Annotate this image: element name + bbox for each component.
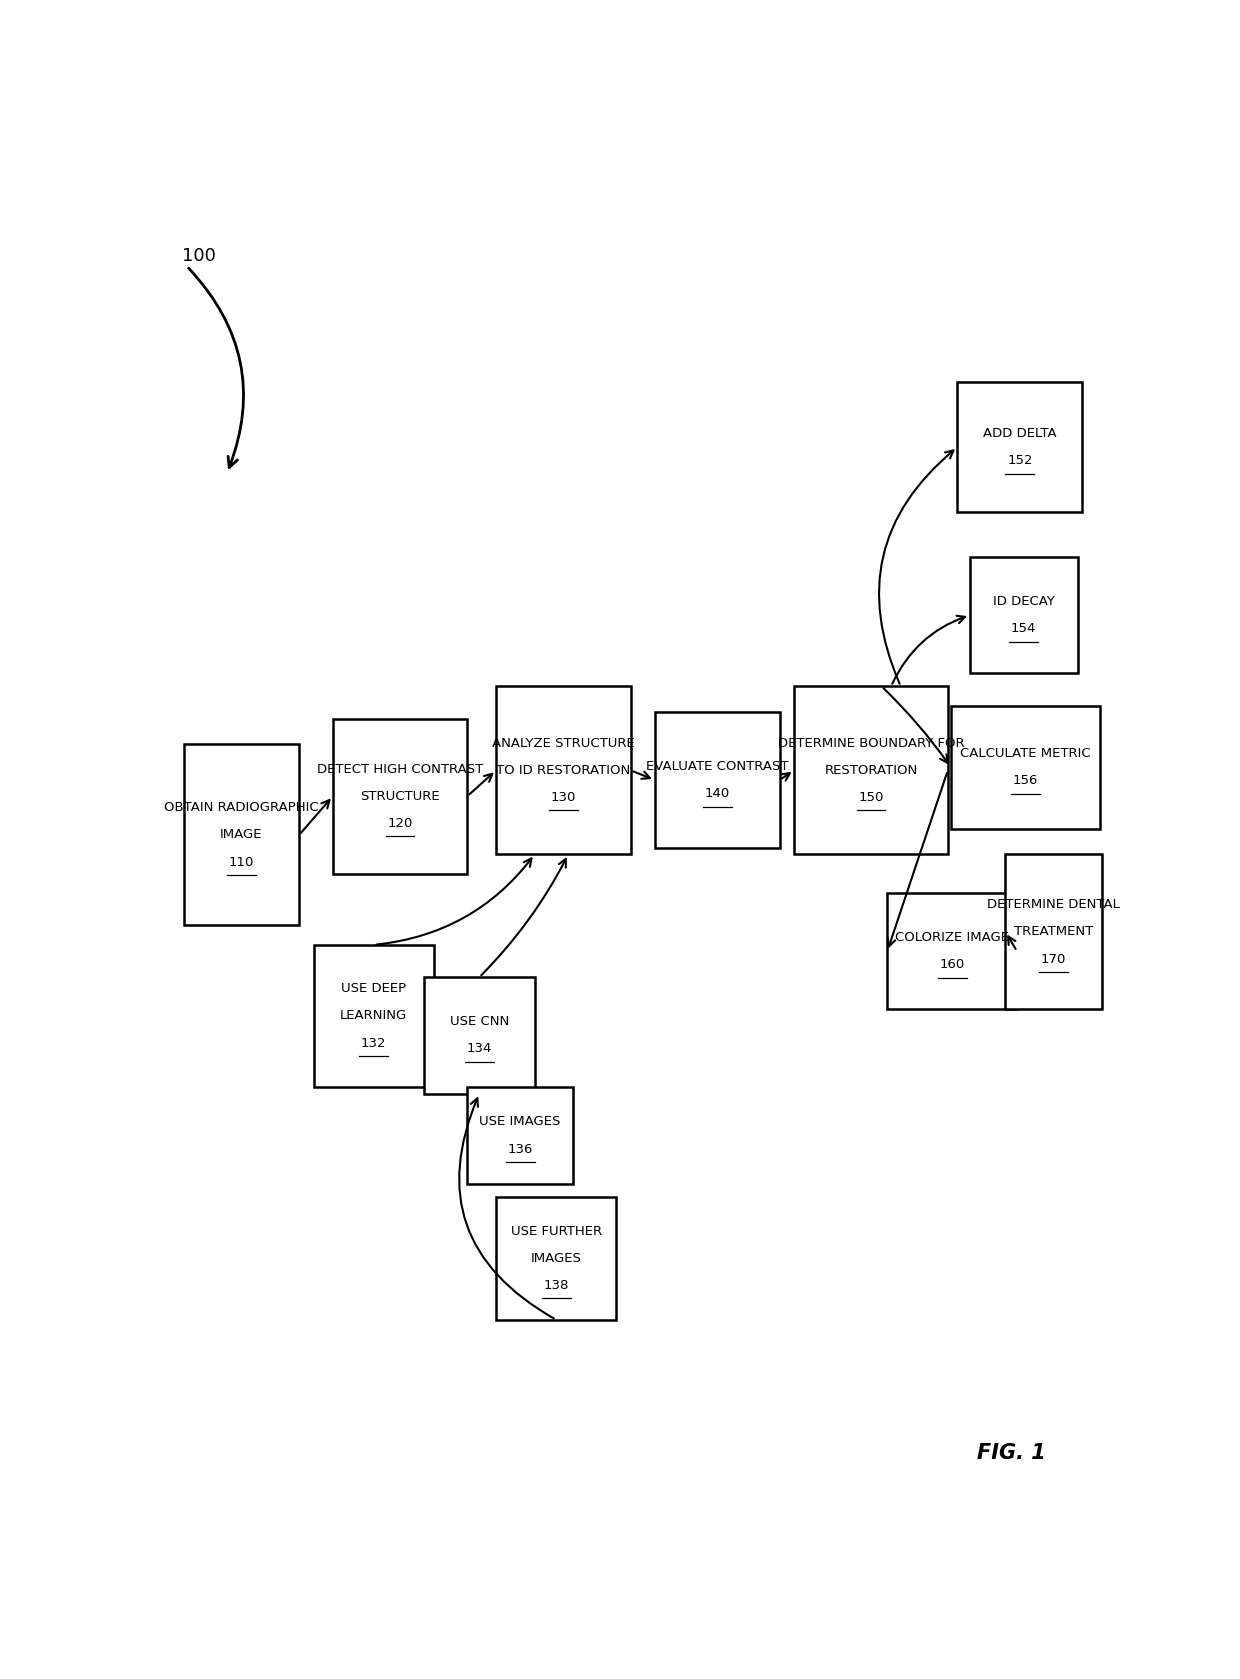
Text: 140: 140: [704, 787, 730, 801]
Text: USE FURTHER: USE FURTHER: [511, 1224, 601, 1237]
Bar: [951, 705, 1100, 828]
Text: 132: 132: [361, 1036, 387, 1049]
Bar: [424, 977, 534, 1093]
Text: USE DEEP: USE DEEP: [341, 982, 407, 996]
Text: 156: 156: [1013, 774, 1038, 787]
Bar: [496, 1197, 616, 1320]
Text: 150: 150: [858, 791, 884, 804]
Text: COLORIZE IMAGE: COLORIZE IMAGE: [895, 932, 1009, 944]
Text: ID DECAY: ID DECAY: [993, 594, 1055, 608]
Text: 100: 100: [182, 247, 216, 265]
Text: CALCULATE METRIC: CALCULATE METRIC: [960, 747, 1090, 761]
Text: 134: 134: [466, 1043, 492, 1056]
Text: ANALYZE STRUCTURE: ANALYZE STRUCTURE: [492, 737, 635, 751]
Text: IMAGE: IMAGE: [221, 828, 263, 841]
Text: DETECT HIGH CONTRAST: DETECT HIGH CONTRAST: [317, 762, 484, 776]
Text: 130: 130: [551, 791, 577, 804]
Text: IMAGES: IMAGES: [531, 1253, 582, 1264]
Bar: [970, 557, 1078, 673]
Text: STRUCTURE: STRUCTURE: [361, 789, 440, 803]
Text: 110: 110: [229, 856, 254, 868]
Bar: [314, 945, 434, 1086]
Text: 170: 170: [1040, 952, 1066, 965]
Text: LEARNING: LEARNING: [340, 1009, 407, 1023]
Text: USE IMAGES: USE IMAGES: [480, 1115, 560, 1128]
Bar: [888, 893, 1017, 1009]
Text: USE CNN: USE CNN: [450, 1016, 508, 1028]
Text: RESTORATION: RESTORATION: [825, 764, 918, 777]
Bar: [184, 744, 299, 925]
Bar: [655, 712, 780, 848]
Bar: [467, 1086, 573, 1184]
Bar: [957, 383, 1083, 512]
Text: EVALUATE CONTRAST: EVALUATE CONTRAST: [646, 761, 789, 772]
Text: TREATMENT: TREATMENT: [1014, 925, 1094, 939]
Text: OBTAIN RADIOGRAPHIC: OBTAIN RADIOGRAPHIC: [164, 801, 319, 814]
Bar: [1006, 855, 1101, 1009]
Text: ADD DELTA: ADD DELTA: [983, 426, 1056, 440]
Text: 154: 154: [1011, 623, 1037, 635]
Text: TO ID RESTORATION: TO ID RESTORATION: [496, 764, 631, 777]
Text: DETERMINE DENTAL: DETERMINE DENTAL: [987, 898, 1120, 912]
Text: 136: 136: [507, 1143, 533, 1155]
Bar: [332, 719, 467, 873]
Text: 152: 152: [1007, 455, 1033, 467]
Text: FIG. 1: FIG. 1: [977, 1442, 1045, 1462]
Bar: [496, 687, 631, 855]
Bar: [794, 687, 947, 855]
Text: 160: 160: [940, 959, 965, 972]
Text: 138: 138: [543, 1279, 569, 1293]
Text: 120: 120: [387, 816, 413, 829]
Text: DETERMINE BOUNDARY FOR: DETERMINE BOUNDARY FOR: [777, 737, 965, 751]
